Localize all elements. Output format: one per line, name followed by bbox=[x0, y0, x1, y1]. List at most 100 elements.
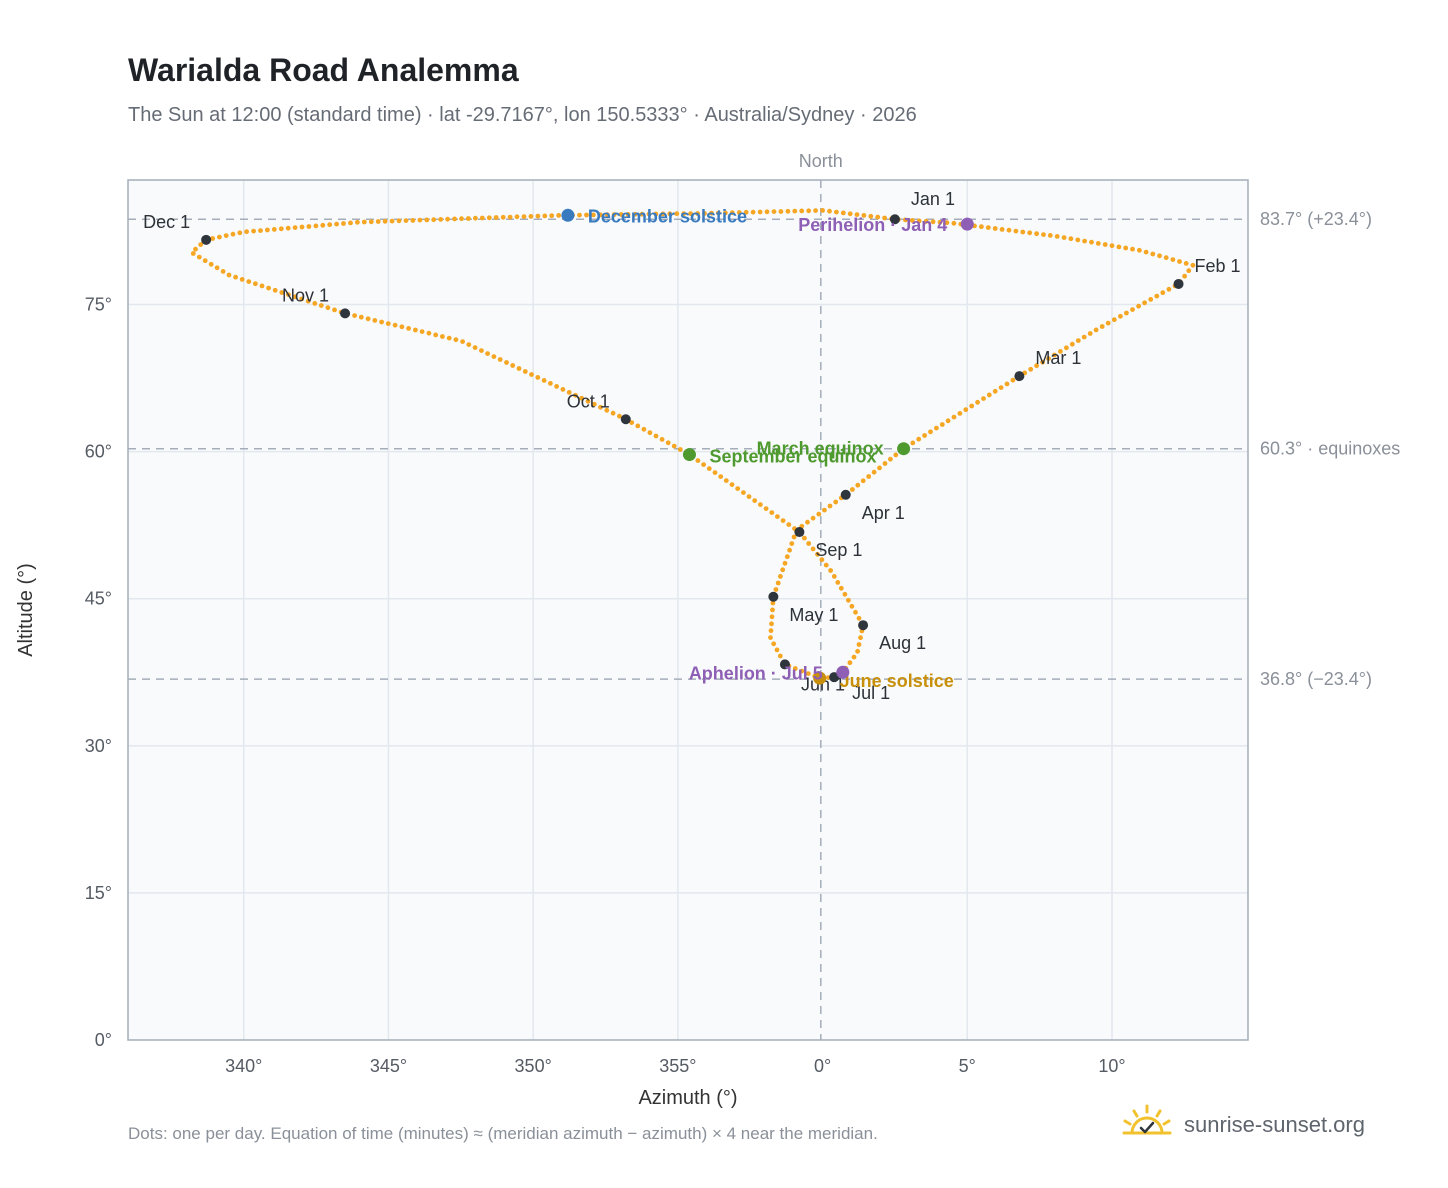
day-dot bbox=[472, 345, 478, 350]
x-tick-label: 340° bbox=[225, 1056, 262, 1076]
day-dot bbox=[786, 522, 792, 527]
plot-area bbox=[128, 180, 1248, 1040]
day-dot bbox=[446, 335, 452, 341]
day-dot bbox=[1154, 293, 1160, 299]
day-dot bbox=[251, 228, 256, 234]
day-dot bbox=[823, 562, 829, 568]
day-dot bbox=[452, 216, 457, 222]
day-dot bbox=[313, 223, 319, 229]
month-marker-dot bbox=[620, 414, 631, 425]
day-dot bbox=[1027, 230, 1033, 236]
day-dot bbox=[985, 225, 991, 231]
day-dot bbox=[554, 384, 559, 389]
day-dot bbox=[1116, 244, 1122, 250]
day-dot bbox=[1041, 232, 1046, 238]
x-tick-label: 350° bbox=[515, 1056, 552, 1076]
day-dot bbox=[1170, 257, 1176, 262]
day-dot bbox=[856, 615, 862, 621]
day-dot bbox=[1020, 229, 1026, 235]
day-dot bbox=[784, 554, 790, 560]
day-dot bbox=[986, 392, 992, 398]
day-dot bbox=[909, 218, 915, 223]
month-marker-label: Mar 1 bbox=[1035, 348, 1081, 368]
day-dot bbox=[930, 219, 936, 225]
day-dot bbox=[768, 635, 773, 640]
day-dot bbox=[591, 212, 596, 218]
day-dot bbox=[944, 220, 950, 226]
day-dot bbox=[611, 212, 617, 218]
month-marker-dot bbox=[840, 489, 851, 500]
month-marker-dot bbox=[858, 620, 869, 631]
month-marker-label: Sep 1 bbox=[815, 540, 862, 560]
day-dot bbox=[840, 210, 846, 216]
reference-line-label: 36.8° (−23.4°) bbox=[1260, 669, 1372, 689]
day-dot bbox=[1075, 338, 1081, 343]
day-dot bbox=[433, 332, 439, 338]
brand-link[interactable]: sunrise-sunset.org bbox=[1120, 1100, 1365, 1150]
day-dot bbox=[491, 354, 497, 359]
day-dot bbox=[1118, 313, 1123, 319]
event-marker-label: Aphelion · Jul 5 bbox=[689, 663, 823, 683]
day-dot bbox=[853, 609, 858, 615]
day-dot bbox=[875, 214, 881, 220]
day-dot bbox=[320, 222, 326, 228]
day-dot bbox=[1013, 228, 1019, 234]
reference-line-label: 83.7° (+23.4°) bbox=[1260, 209, 1372, 229]
day-dot bbox=[792, 208, 798, 214]
day-dot bbox=[928, 429, 933, 435]
day-dot bbox=[529, 372, 534, 377]
day-dot bbox=[1111, 317, 1117, 323]
day-dot bbox=[566, 390, 572, 395]
day-dot bbox=[466, 342, 472, 347]
day-dot bbox=[392, 322, 398, 328]
day-dot bbox=[632, 211, 638, 217]
day-dot bbox=[806, 541, 812, 546]
day-dot bbox=[782, 560, 788, 566]
day-dot bbox=[460, 339, 465, 344]
day-dot bbox=[1082, 238, 1087, 244]
day-dot bbox=[368, 219, 374, 225]
day-dot bbox=[1004, 381, 1010, 387]
day-dot bbox=[1177, 259, 1182, 264]
day-dot bbox=[514, 214, 520, 220]
day-dot bbox=[916, 218, 922, 224]
day-dot bbox=[1095, 241, 1101, 246]
day-dot bbox=[838, 585, 844, 591]
day-dot bbox=[233, 274, 239, 280]
day-dot bbox=[1089, 239, 1094, 245]
y-axis-ticks: 0° 15° 30° 45° 60° 75° bbox=[85, 295, 112, 1050]
event-markers: December solstice Perihelion · Jan 4 March… bbox=[561, 206, 974, 691]
day-dot bbox=[792, 666, 798, 671]
event-marker-dot bbox=[836, 665, 850, 679]
day-dot bbox=[752, 498, 758, 503]
day-dot bbox=[743, 209, 749, 215]
day-dot bbox=[806, 208, 812, 214]
day-dot bbox=[780, 567, 786, 573]
day-dot bbox=[688, 211, 693, 217]
day-dot bbox=[1093, 327, 1099, 333]
day-dot bbox=[916, 436, 922, 442]
y-tick-label: 15° bbox=[85, 883, 112, 903]
day-dot bbox=[573, 392, 578, 398]
x-tick-label: 10° bbox=[1098, 1056, 1125, 1076]
day-dot bbox=[1142, 300, 1147, 306]
day-dot bbox=[618, 212, 624, 217]
month-marker-dot bbox=[794, 527, 805, 538]
day-dot bbox=[266, 285, 271, 291]
day-dot bbox=[709, 210, 714, 216]
day-dot bbox=[787, 547, 792, 553]
day-dot bbox=[1109, 243, 1115, 249]
day-dot bbox=[1157, 253, 1162, 259]
day-dot bbox=[522, 369, 528, 374]
day-dot bbox=[855, 482, 861, 488]
day-dot bbox=[695, 211, 700, 216]
day-dot bbox=[1099, 324, 1105, 329]
day-dot bbox=[535, 213, 541, 219]
day-dot bbox=[774, 647, 780, 653]
day-dot bbox=[992, 226, 998, 231]
day-dot bbox=[521, 214, 527, 220]
day-dot bbox=[382, 218, 388, 224]
day-dot bbox=[352, 313, 357, 318]
month-marker-label: Dec 1 bbox=[143, 212, 190, 232]
day-dot bbox=[223, 233, 229, 239]
